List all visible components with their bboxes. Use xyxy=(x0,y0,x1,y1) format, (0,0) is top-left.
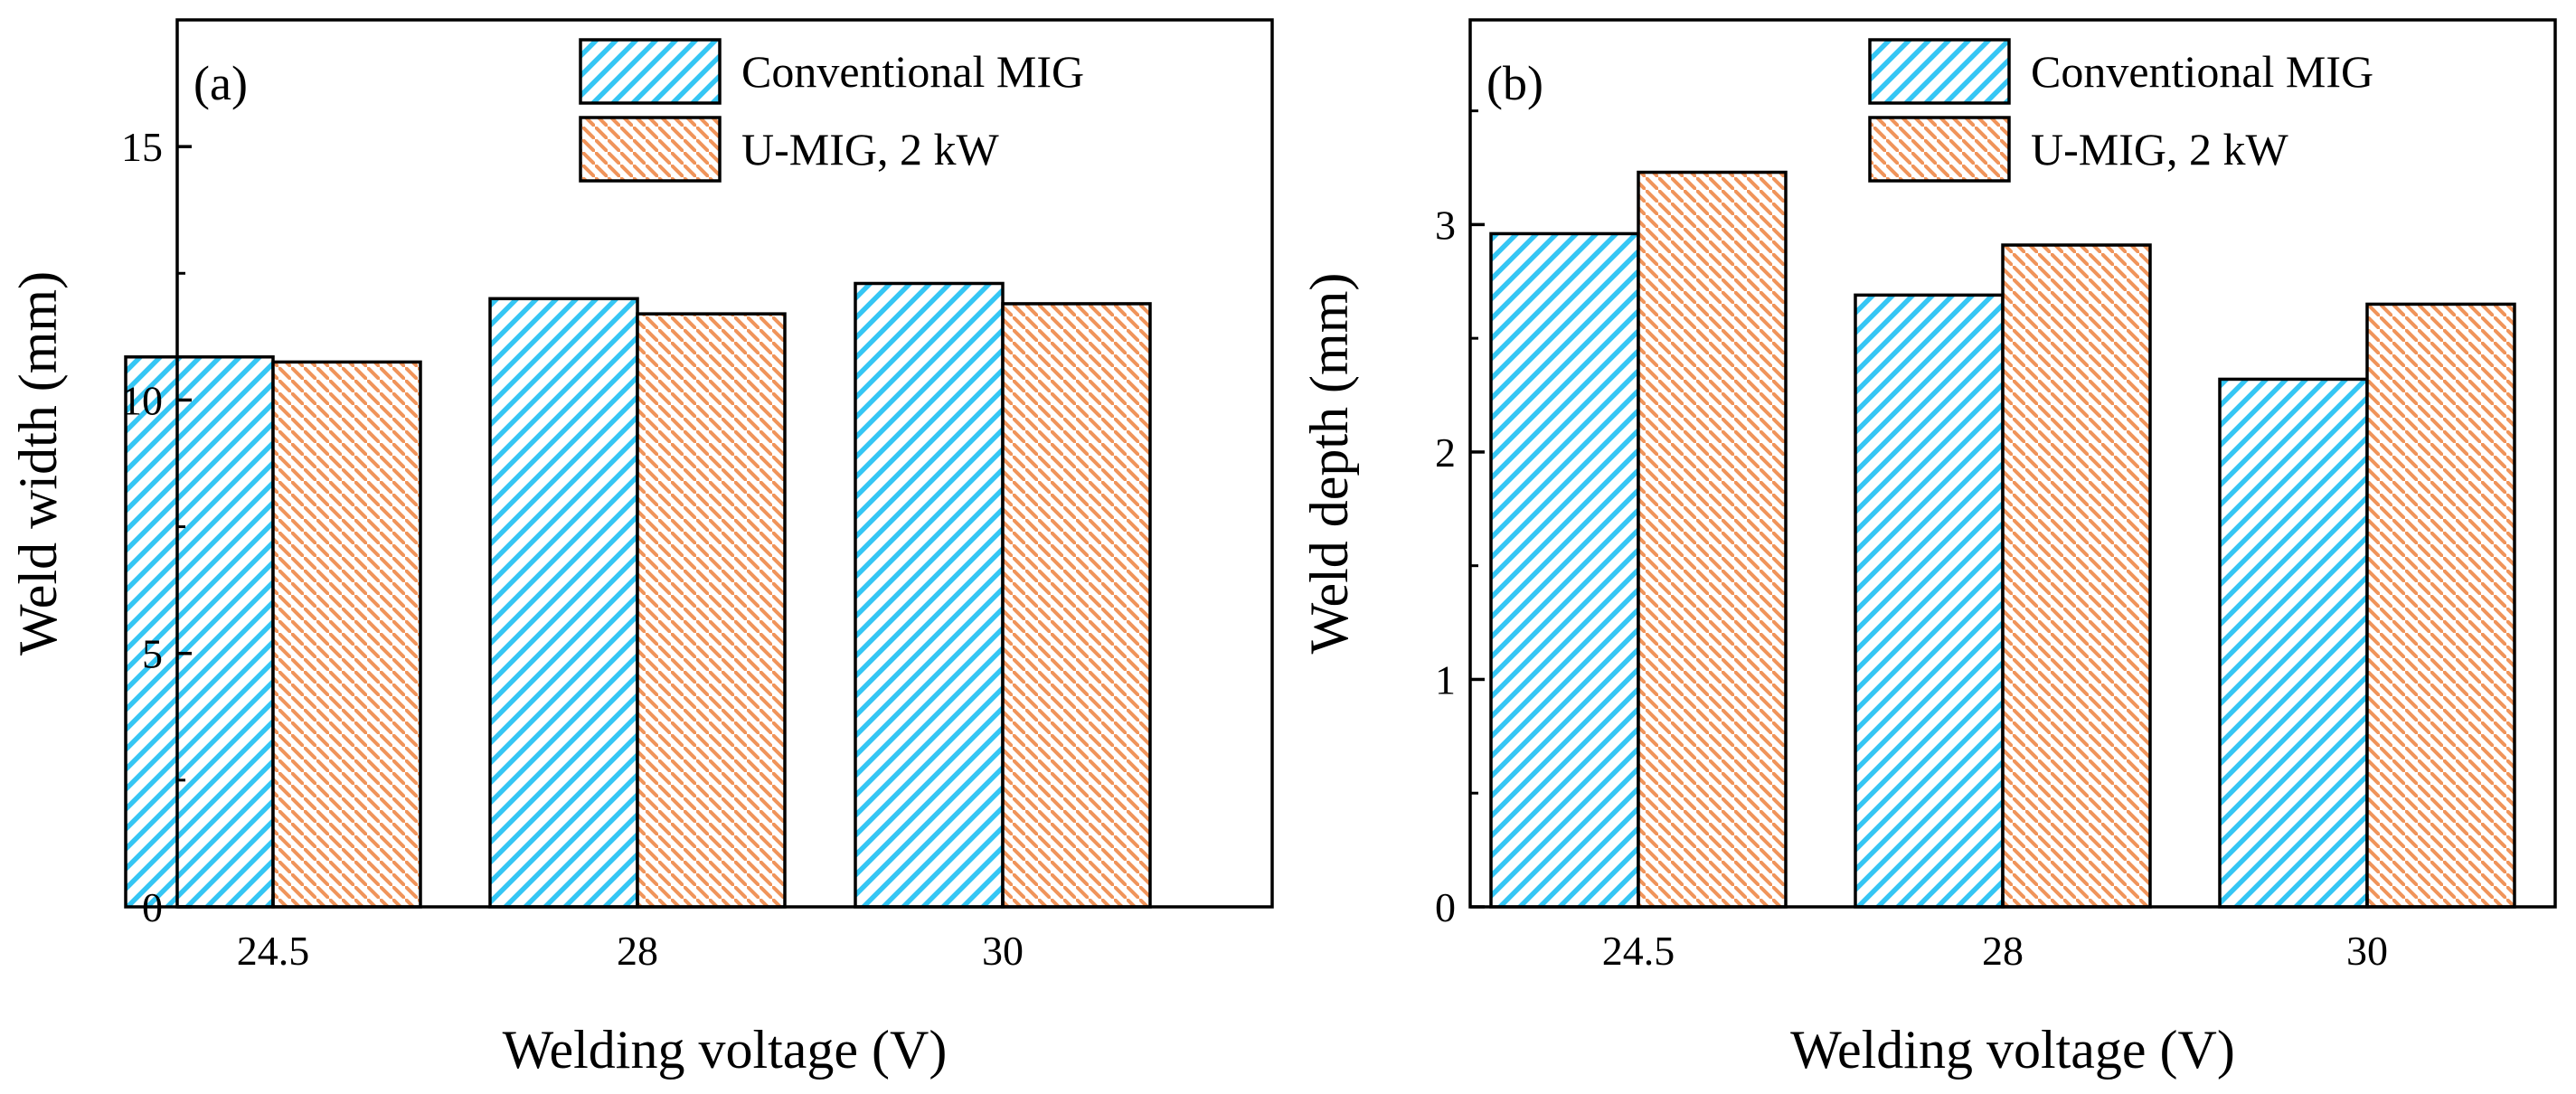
legend-label-b-u-mig-2-kw: U-MIG, 2 kW xyxy=(2031,124,2288,174)
bar-a-conventional-mig-28 xyxy=(488,297,639,909)
y-axis-title-a: Weld width (mm) xyxy=(8,271,68,655)
x-tick-label-a: 30 xyxy=(982,928,1024,974)
y-axis-title-b: Weld depth (mm) xyxy=(1299,273,1359,655)
bar-a-u-mig-2-kw-28 xyxy=(636,312,787,909)
bar-a-conventional-mig-30 xyxy=(854,281,1005,909)
legend-label-a-u-mig-2-kw: U-MIG, 2 kW xyxy=(741,124,999,174)
x-axis-title-b: Welding voltage (V) xyxy=(1790,1020,2235,1080)
bar-a-conventional-mig-24-5 xyxy=(124,355,275,909)
bar-a-u-mig-2-kw-30 xyxy=(1001,302,1152,909)
x-tick-label-b: 28 xyxy=(1982,928,2024,974)
plot-frame-a xyxy=(175,18,1274,909)
y-tick-label-b: 0 xyxy=(1435,884,1456,930)
chart-panel-b: 0 1 2 3 24.5 28 30 Welding voltage (V) Weld dept… xyxy=(1299,18,2557,1080)
panel-label-b: (b) xyxy=(1486,56,1543,110)
x-axis-title-a: Welding voltage (V) xyxy=(503,1020,948,1080)
legend-swatch-a-u-mig-2-kw xyxy=(579,116,722,183)
legend-label-b-conventional-mig: Conventional MIG xyxy=(2031,46,2373,97)
x-tick-label-b: 30 xyxy=(2346,928,2388,974)
x-tick-label-b: 24.5 xyxy=(1602,928,1675,974)
y-tick-label-a: 5 xyxy=(142,631,163,677)
x-tick-label-a: 24.5 xyxy=(237,928,310,974)
bar-b-u-mig-2-kw-28 xyxy=(2001,243,2152,909)
y-tick-label-a: 10 xyxy=(121,377,163,423)
y-tick-label-b: 3 xyxy=(1435,202,1456,248)
bar-b-conventional-mig-28 xyxy=(1854,293,2005,909)
y-tick-label-b: 1 xyxy=(1435,656,1456,703)
legend-swatch-b-conventional-mig xyxy=(1868,38,2011,105)
legend-swatch-a-conventional-mig xyxy=(579,38,722,105)
x-tick-label-a: 28 xyxy=(617,928,658,974)
y-tick-label-a: 15 xyxy=(121,124,163,170)
y-tick-label-a: 0 xyxy=(142,884,163,930)
bar-b-u-mig-2-kw-24-5 xyxy=(1637,170,1788,909)
panel-label-a: (a) xyxy=(193,56,248,110)
bar-b-u-mig-2-kw-30 xyxy=(2365,302,2516,909)
legend-label-a-conventional-mig: Conventional MIG xyxy=(741,46,1084,97)
y-tick-label-b: 2 xyxy=(1435,429,1456,476)
bar-b-conventional-mig-24-5 xyxy=(1489,231,1640,909)
bar-b-conventional-mig-30 xyxy=(2218,377,2369,909)
plot-frame-b xyxy=(1468,18,2557,909)
legend-swatch-b-u-mig-2-kw xyxy=(1868,116,2011,183)
chart-panel-a: 0 5 10 15 24.5 28 30 Welding voltage (V) Weld wi… xyxy=(8,18,1274,1080)
bar-a-u-mig-2-kw-24-5 xyxy=(271,360,422,909)
